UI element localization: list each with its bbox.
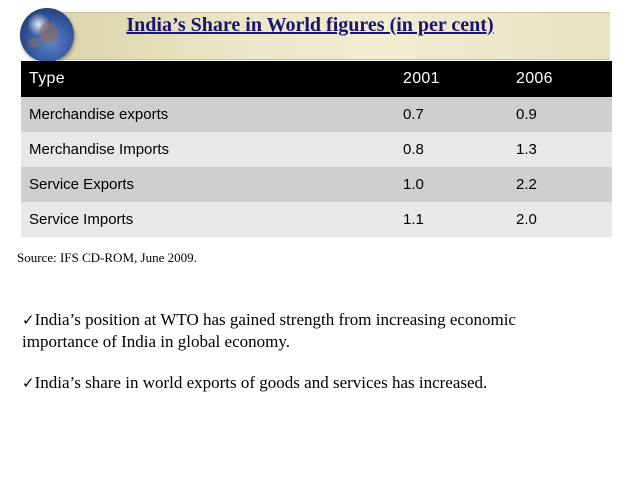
checkmark-icon: ✓ xyxy=(22,374,35,392)
cell-2001: 0.7 xyxy=(403,106,424,123)
cell-2006: 2.2 xyxy=(516,176,537,193)
bullet-text: India’s position at WTO has gained stren… xyxy=(22,310,516,351)
title-band xyxy=(36,12,610,60)
bullet-item: ✓India’s position at WTO has gained stre… xyxy=(22,309,582,352)
header-2006: 2006 xyxy=(516,70,553,87)
cell-2001: 1.1 xyxy=(403,211,424,228)
checkmark-icon: ✓ xyxy=(22,311,35,329)
cell-2001: 0.8 xyxy=(403,141,424,158)
cell-2006: 2.0 xyxy=(516,211,537,228)
table-row: Service Imports 1.1 2.0 xyxy=(21,202,612,237)
cell-2006: 0.9 xyxy=(516,106,537,123)
header-2001: 2001 xyxy=(403,70,440,87)
table-header-row: Type 2001 2006 xyxy=(21,61,612,97)
cell-type: Merchandise Imports xyxy=(29,141,170,158)
bullet-item: ✓India’s share in world exports of goods… xyxy=(22,372,582,394)
table-row: Merchandise exports 0.7 0.9 xyxy=(21,97,612,132)
table-row: Service Exports 1.0 2.2 xyxy=(21,167,612,202)
slide-title: India’s Share in World figures (in per c… xyxy=(126,14,494,36)
globe-icon xyxy=(20,8,74,62)
table-row: Merchandise Imports 0.8 1.3 xyxy=(21,132,612,167)
cell-type: Service Exports xyxy=(29,176,135,193)
cell-type: Merchandise exports xyxy=(29,106,169,123)
share-table: Type 2001 2006 Merchandise exports 0.7 0… xyxy=(21,61,612,237)
source-note: Source: IFS CD-ROM, June 2009. xyxy=(17,250,197,265)
cell-2006: 1.3 xyxy=(516,141,537,158)
cell-2001: 1.0 xyxy=(403,176,424,193)
bullet-text: India’s share in world exports of goods … xyxy=(34,373,488,392)
cell-type: Service Imports xyxy=(29,211,134,228)
header-type: Type xyxy=(29,70,65,87)
